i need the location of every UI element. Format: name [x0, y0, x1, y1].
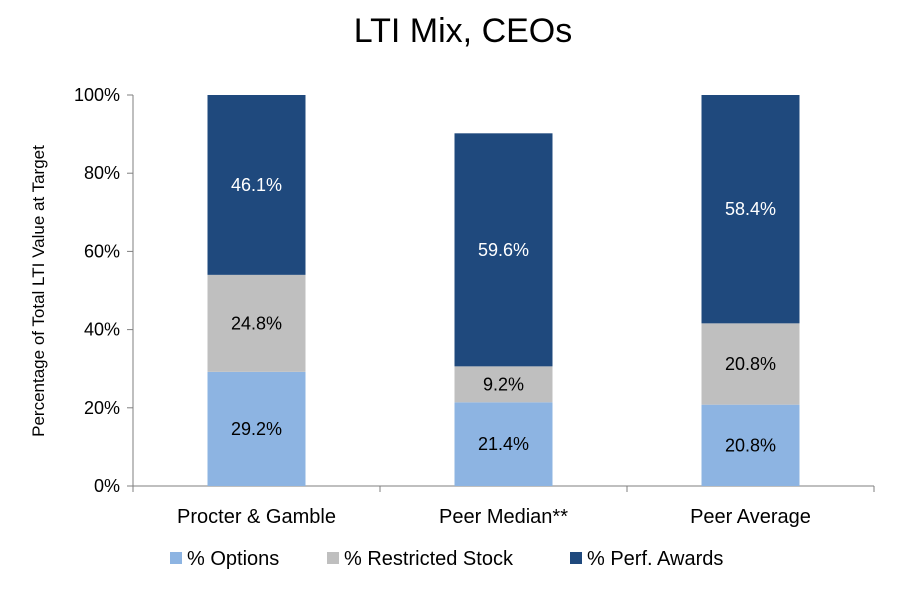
- data-label: 59.6%: [478, 240, 529, 260]
- bar-segment: [454, 402, 553, 486]
- bar-segment: [454, 366, 553, 403]
- data-label: 58.4%: [725, 199, 776, 219]
- legend-swatch: [570, 552, 582, 564]
- bar-segment: [207, 371, 306, 486]
- y-tick-label: 40%: [84, 320, 120, 340]
- x-category-label: Peer Median**: [439, 506, 568, 528]
- x-category-label: Procter & Gamble: [177, 506, 336, 528]
- data-label: 46.1%: [231, 175, 282, 195]
- axes: 0% 20% 40% 60% 80% 100% Procter & Gamble Peer M…: [74, 85, 875, 528]
- y-tick-label: 20%: [84, 398, 120, 418]
- data-label: 24.8%: [231, 313, 282, 333]
- data-label: 29.2%: [231, 419, 282, 439]
- y-tick-label: 60%: [84, 241, 120, 261]
- legend-swatch: [327, 552, 339, 564]
- bar-segment: [701, 404, 800, 486]
- y-tick-label: 80%: [84, 163, 120, 183]
- data-label: 20.8%: [725, 354, 776, 374]
- bars: 29.2% 24.8% 46.1% 21.4% 9.2% 59.6% 20.8% 20.8% 5…: [207, 95, 800, 486]
- y-tick-label: 0%: [94, 476, 120, 496]
- bar-segment: [207, 274, 306, 372]
- data-label: 20.8%: [725, 435, 776, 455]
- y-tick-label: 100%: [74, 85, 120, 105]
- legend: % Options % Restricted Stock % Perf. Award…: [170, 548, 723, 570]
- data-label: 9.2%: [483, 374, 524, 394]
- legend-label: % Options: [187, 548, 279, 570]
- chart-title: LTI Mix, CEOs: [354, 12, 573, 50]
- legend-label: % Perf. Awards: [587, 548, 723, 570]
- y-axis-label: Percentage of Total LTI Value at Target: [29, 145, 48, 437]
- legend-swatch: [170, 552, 182, 564]
- data-label: 21.4%: [478, 434, 529, 454]
- legend-label: % Restricted Stock: [344, 548, 514, 570]
- bar-segment: [207, 95, 306, 275]
- bar-segment: [701, 323, 800, 405]
- bar-segment: [701, 95, 800, 324]
- x-category-label: Peer Average: [690, 506, 811, 528]
- bar-segment: [454, 133, 553, 367]
